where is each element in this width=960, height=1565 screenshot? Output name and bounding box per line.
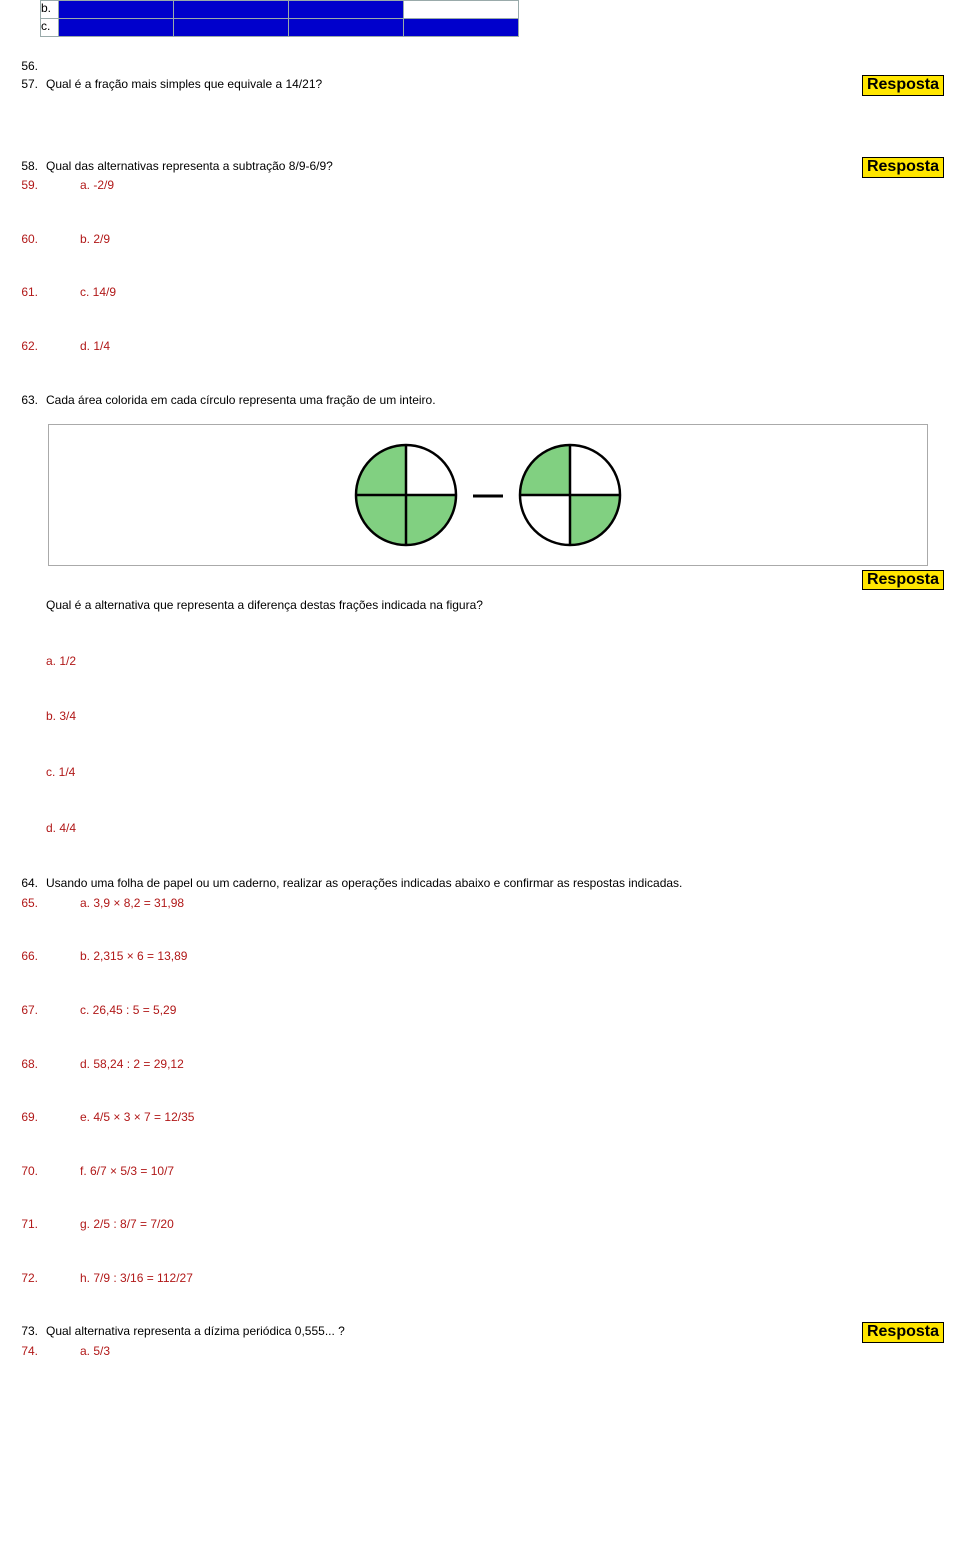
option-text: d. 1/4 <box>46 339 944 355</box>
line-number: 61. <box>16 285 46 299</box>
line-number: 71. <box>16 1217 46 1231</box>
line-66: 66. b. 2,315 × 6 = 13,89 <box>16 949 944 965</box>
line-67: 67. c. 26,45 : 5 = 5,29 <box>16 1003 944 1019</box>
option-text: c. 26,45 : 5 = 5,29 <box>46 1003 944 1019</box>
fraction-bar-table: b.c. <box>40 0 519 37</box>
fraction-circles-figure: — <box>48 424 928 566</box>
line-72: 72. h. 7/9 : 3/16 = 112/27 <box>16 1271 944 1287</box>
option-text: f. 6/7 × 5/3 = 10/7 <box>46 1164 944 1180</box>
fraction-cell-empty <box>404 1 519 19</box>
line-number: 70. <box>16 1164 46 1178</box>
fraction-cell-filled <box>174 19 289 37</box>
line-62: 62. d. 1/4 <box>16 339 944 355</box>
line-number: 67. <box>16 1003 46 1017</box>
line-number: 63. <box>16 393 46 407</box>
question-text: Qual das alternativas representa a subtr… <box>46 159 944 175</box>
fraction-cell-filled <box>174 1 289 19</box>
option-text: a. 3,9 × 8,2 = 31,98 <box>46 896 944 912</box>
option-text: e. 4/5 × 3 × 7 = 12/35 <box>46 1110 944 1126</box>
line-56: 56. <box>16 59 944 73</box>
option-text: a. 5/3 <box>46 1344 944 1360</box>
question-text: Qual é a fração mais simples que equival… <box>46 77 944 93</box>
line-63c: 00. c. 1/4 <box>16 765 944 781</box>
fraction-row: b. <box>41 1 519 19</box>
line-70: 70. f. 6/7 × 5/3 = 10/7 <box>16 1164 944 1180</box>
line-59: 59. a. -2/9 <box>16 178 944 194</box>
line-63: 63. Cada área colorida em cada círculo r… <box>16 393 944 409</box>
line-number: 60. <box>16 232 46 246</box>
minus-icon: — <box>473 478 503 512</box>
line-60: 60. b. 2/9 <box>16 232 944 248</box>
option-text: d. 4/4 <box>46 821 944 837</box>
line-63a: 00. a. 1/2 <box>16 654 944 670</box>
line-73: 73. Qual alternativa representa a dízima… <box>16 1324 944 1340</box>
line-number: 64. <box>16 876 46 890</box>
line-65: 65. a. 3,9 × 8,2 = 31,98 <box>16 896 944 912</box>
option-text: c. 14/9 <box>46 285 944 301</box>
line-58: 58. Qual das alternativas representa a s… <box>16 159 944 175</box>
question-subtext: Qual é a alternativa que representa a di… <box>46 598 944 614</box>
question-text: Cada área colorida em cada círculo repre… <box>46 393 944 409</box>
line-61: 61. c. 14/9 <box>16 285 944 301</box>
fraction-cell-filled <box>404 19 519 37</box>
line-71: 71. g. 2/5 : 8/7 = 7/20 <box>16 1217 944 1233</box>
line-63d: 00. d. 4/4 <box>16 821 944 837</box>
line-number: 73. <box>16 1324 46 1338</box>
line-number: 74. <box>16 1344 46 1358</box>
option-text: b. 2,315 × 6 = 13,89 <box>46 949 944 965</box>
option-text: a. 1/2 <box>46 654 944 670</box>
question-text: Usando uma folha de papel ou um caderno,… <box>46 876 944 892</box>
line-number: 72. <box>16 1271 46 1285</box>
line-number: 69. <box>16 1110 46 1124</box>
line-64: 64. Usando uma folha de papel ou um cade… <box>16 876 944 892</box>
line-63b: 00. b. 3/4 <box>16 709 944 725</box>
fraction-cell-filled <box>289 19 404 37</box>
line-63-sub: 00. Qual é a alternativa que representa … <box>16 598 944 614</box>
line-number: 68. <box>16 1057 46 1071</box>
option-text: c. 1/4 <box>46 765 944 781</box>
resposta-badge[interactable]: Resposta <box>862 1322 944 1343</box>
circle-2-4 <box>517 442 623 548</box>
line-number: 57. <box>16 77 46 91</box>
fraction-cell-filled <box>59 1 174 19</box>
fraction-row-label: c. <box>41 19 59 37</box>
fraction-row: c. <box>41 19 519 37</box>
option-text: d. 58,24 : 2 = 29,12 <box>46 1057 944 1073</box>
fraction-cell-filled <box>59 19 174 37</box>
line-number: 62. <box>16 339 46 353</box>
option-text: b. 3/4 <box>46 709 944 725</box>
line-number: 65. <box>16 896 46 910</box>
question-text: Qual alternativa representa a dízima per… <box>46 1324 944 1340</box>
circle-3-4 <box>353 442 459 548</box>
option-text: g. 2/5 : 8/7 = 7/20 <box>46 1217 944 1233</box>
line-69: 69. e. 4/5 × 3 × 7 = 12/35 <box>16 1110 944 1126</box>
fraction-row-label: b. <box>41 1 59 19</box>
line-number: 56. <box>16 59 46 73</box>
resposta-badge[interactable]: Resposta <box>862 570 944 590</box>
option-text: a. -2/9 <box>46 178 944 194</box>
line-number: 66. <box>16 949 46 963</box>
line-74: 74. a. 5/3 <box>16 1344 944 1360</box>
line-number: 59. <box>16 178 46 192</box>
resposta-badge[interactable]: Resposta <box>862 75 944 96</box>
line-number: 58. <box>16 159 46 173</box>
line-68: 68. d. 58,24 : 2 = 29,12 <box>16 1057 944 1073</box>
resposta-badge[interactable]: Resposta <box>862 157 944 178</box>
line-57: 57. Qual é a fração mais simples que equ… <box>16 77 944 93</box>
option-text: h. 7/9 : 3/16 = 112/27 <box>46 1271 944 1287</box>
fraction-cell-filled <box>289 1 404 19</box>
option-text: b. 2/9 <box>46 232 944 248</box>
